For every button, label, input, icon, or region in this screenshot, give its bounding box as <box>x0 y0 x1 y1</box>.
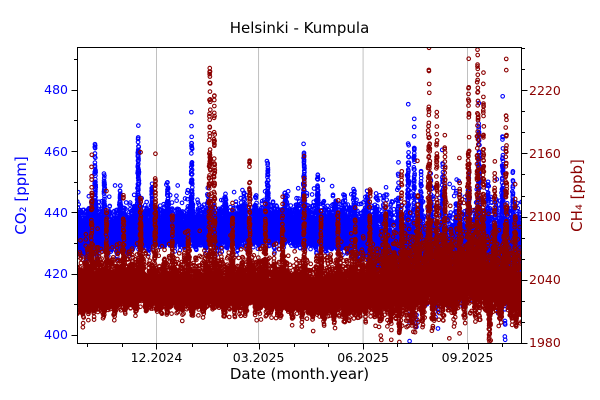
y-left-tick-label: 420 <box>44 266 68 282</box>
x-axis-label: Date (month.year) <box>229 365 370 383</box>
y-left-tick-label: 400 <box>44 327 68 343</box>
y-left-tick-label: 440 <box>44 204 68 220</box>
y-right-tick-label: 2160 <box>529 145 561 161</box>
x-tick-label: 03.2025 <box>232 350 285 365</box>
y-axis-label-ch4: CH₄ [ppb] <box>568 159 586 232</box>
x-tick-label: 12.2024 <box>130 350 183 365</box>
y-right-tick-label: 2040 <box>529 272 561 288</box>
y-left-tick-label: 460 <box>44 143 68 159</box>
x-tick-label: 09.2025 <box>441 350 494 365</box>
x-tick-label: 06.2025 <box>337 350 389 365</box>
y-left-tick-label: 480 <box>44 82 68 98</box>
y-right-tick-label: 2100 <box>529 209 561 225</box>
y-right-tick-label: 1980 <box>529 335 561 351</box>
chart-title: Helsinki - Kumpula <box>229 19 370 37</box>
y-right-tick-label: 2220 <box>529 82 561 98</box>
